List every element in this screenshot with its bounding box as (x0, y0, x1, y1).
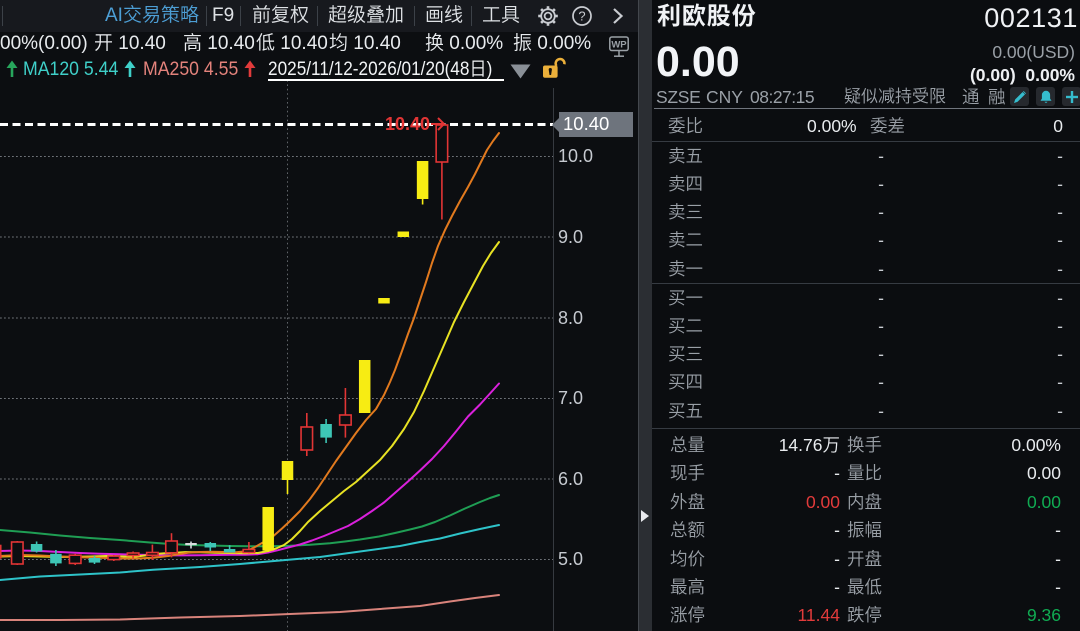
svg-text:10.40: 10.40 (385, 114, 430, 134)
svg-text:WP: WP (611, 40, 627, 51)
svg-text:?: ? (578, 9, 585, 24)
